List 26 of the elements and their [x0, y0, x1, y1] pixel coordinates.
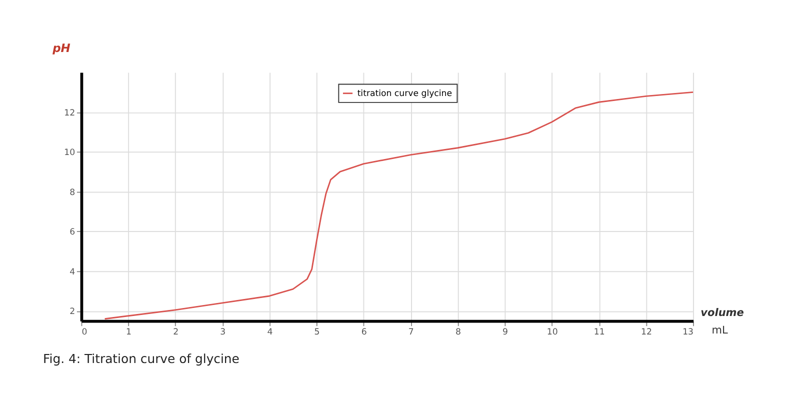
- x-tick-label: 9: [502, 328, 508, 338]
- y-tick-label: 12: [64, 108, 76, 118]
- caption: Fig. 4: Titration curve of glycine: [43, 350, 240, 366]
- x-tick-label: 8: [455, 328, 461, 338]
- x-tick-label: 4: [267, 328, 273, 338]
- y-tick-label: 4: [70, 267, 76, 278]
- x-tick-label: 2: [173, 328, 179, 338]
- x-tick-label: 3: [220, 328, 226, 338]
- x-tick-label: 10: [546, 328, 558, 338]
- x-tick-label: 6: [361, 328, 367, 338]
- y-axis-title: pH: [52, 41, 71, 56]
- x-tick-label: 12: [640, 328, 652, 338]
- line-series: [104, 91, 694, 320]
- y-tick-label: 6: [70, 228, 76, 238]
- y-tick-label: 10: [64, 148, 76, 158]
- y-tick-label: 8: [70, 188, 76, 198]
- x-tick-label: 5: [314, 328, 320, 338]
- legend-label: titration curve glycine: [357, 89, 452, 100]
- x-tick-label: 0: [82, 328, 88, 338]
- x-tick-label: 13: [682, 328, 694, 338]
- x-tick-label: 11: [594, 328, 605, 338]
- text: mL: [712, 324, 728, 336]
- x-tick-label: 1: [126, 328, 132, 338]
- x-axis-title: volume: [700, 307, 744, 320]
- y-tick-label: 2: [70, 307, 76, 318]
- x-tick-label: 7: [408, 328, 414, 338]
